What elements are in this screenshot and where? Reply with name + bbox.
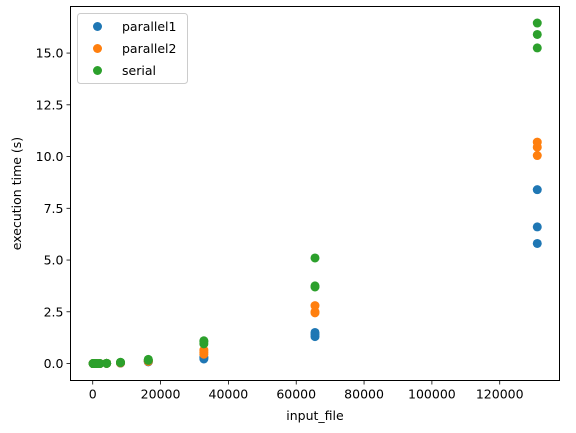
y-axis-label: execution time (s): [9, 137, 24, 250]
y-tick-label: 10.0: [36, 149, 64, 164]
data-point: [143, 354, 153, 364]
y-tick-label: 2.5: [44, 304, 64, 319]
data-point: [532, 222, 542, 232]
data-point: [199, 345, 209, 355]
y-tick-label: 12.5: [36, 97, 64, 112]
y-tick-label: 0.0: [44, 356, 64, 371]
data-point: [95, 359, 105, 369]
y-tick-label: 15.0: [36, 46, 64, 61]
plot-frame: [70, 6, 560, 381]
data-point: [116, 357, 126, 367]
legend-items: parallel1 parallel2 serial: [93, 19, 176, 78]
y-tick-label: 5.0: [44, 253, 64, 268]
x-axis-label: input_file: [286, 408, 344, 423]
legend-label: serial: [122, 63, 156, 78]
points-layer: [88, 18, 542, 369]
x-axis-ticks: 0 20000 40000 60000 80000 100000 120000: [89, 380, 524, 402]
legend-box: [77, 13, 188, 84]
y-axis-ticks: 0.0 2.5 5.0 7.5 10.0 12.5 15.0: [36, 46, 71, 371]
legend-marker: [93, 66, 102, 75]
series-serial: [88, 18, 542, 369]
data-point: [310, 327, 320, 337]
data-point: [532, 151, 542, 161]
legend-label: parallel2: [122, 41, 176, 56]
x-tick-label: 80000: [344, 387, 384, 402]
data-point: [532, 185, 542, 195]
legend: parallel1 parallel2 serial: [77, 13, 188, 84]
data-point: [532, 137, 542, 147]
x-tick-label: 40000: [209, 387, 249, 402]
y-tick-label: 7.5: [44, 201, 64, 216]
x-tick-label: 120000: [476, 387, 524, 402]
legend-label: parallel1: [122, 19, 176, 34]
x-tick-label: 60000: [276, 387, 316, 402]
x-tick-label: 0: [89, 387, 97, 402]
legend-marker: [93, 22, 102, 31]
data-point: [310, 307, 320, 317]
legend-marker: [93, 44, 102, 53]
data-point: [532, 238, 542, 248]
data-point: [199, 336, 209, 346]
data-point: [310, 253, 320, 263]
x-tick-label: 100000: [408, 387, 456, 402]
data-point: [532, 43, 542, 53]
data-point: [532, 29, 542, 39]
data-point: [310, 301, 320, 311]
data-point: [532, 18, 542, 28]
data-point: [102, 358, 112, 368]
data-point: [310, 281, 320, 291]
x-tick-label: 20000: [141, 387, 181, 402]
